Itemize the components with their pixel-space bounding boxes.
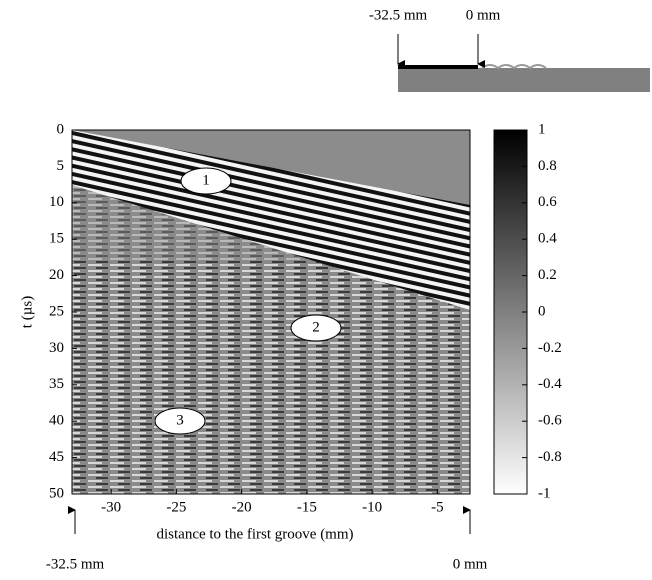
inset-label: -32.5 mm (369, 7, 428, 23)
x-tick-label: -15 (297, 499, 317, 515)
colorbar-tick-label: 0.2 (538, 267, 557, 283)
colorbar-tick-label: 0.4 (538, 231, 557, 247)
colorbar-tick-label: 0 (538, 303, 546, 319)
colorbar-tick-label: 0.6 (538, 194, 557, 210)
inset-label: 0 mm (466, 7, 501, 23)
annotation: 3 (176, 412, 184, 428)
colorbar-tick-label: 1 (538, 121, 546, 137)
colorbar-tick-label: -0.6 (538, 413, 562, 429)
y-tick-label: 50 (49, 485, 64, 501)
marker-label: 0 mm (453, 556, 488, 572)
x-tick-label: -20 (232, 499, 252, 515)
y-tick-label: 45 (49, 449, 64, 465)
x-tick-label: -25 (166, 499, 186, 515)
y-tick-label: 40 (49, 413, 64, 429)
y-tick-label: 15 (49, 231, 64, 247)
y-tick-label: 35 (49, 376, 64, 392)
colorbar-tick-label: -0.2 (538, 340, 562, 356)
annotation-bubble (290, 314, 342, 342)
y-tick-label: 10 (49, 194, 64, 210)
y-tick-label: 20 (49, 267, 64, 283)
colorbar-tick-label: -0.4 (538, 376, 562, 392)
colorbar (493, 129, 528, 495)
annotation-bubble (180, 167, 232, 195)
plate (398, 68, 650, 92)
y-tick-label: 5 (57, 158, 65, 174)
inset: -32.5 mm 0 mm (369, 7, 650, 92)
x-tick-label: -10 (362, 499, 382, 515)
colorbar-tick-label: 0.8 (538, 158, 557, 174)
colorbar-tick-label: -0.8 (538, 449, 562, 465)
x-tick-label: -5 (431, 499, 444, 515)
y-label: t (µs) (19, 296, 35, 328)
annotation: 2 (312, 319, 320, 335)
heatmap-image (71, 129, 471, 495)
grooves (481, 64, 547, 70)
y-tick-label: 25 (49, 303, 64, 319)
x-tick-label: -30 (101, 499, 121, 515)
annotation: 1 (202, 172, 210, 188)
colorbar-tick-label: -1 (538, 485, 551, 501)
x-label: distance to the first groove (mm) (156, 526, 353, 542)
annotation-bubble (154, 407, 206, 435)
wave-band (72, 130, 470, 310)
marker-label: -32.5 mm (46, 556, 105, 572)
y-tick-label: 30 (49, 340, 64, 356)
y-tick-label: 0 (57, 121, 65, 137)
